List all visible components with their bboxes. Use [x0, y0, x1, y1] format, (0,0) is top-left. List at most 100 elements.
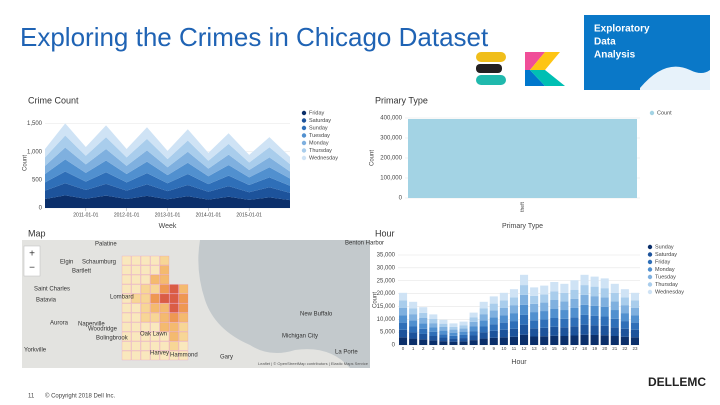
x-tick-label: 10: [501, 346, 507, 351]
heat-cell: [178, 350, 189, 361]
place-label: Benton Harbor: [345, 241, 384, 247]
legend-label: Sunday: [655, 244, 674, 250]
heat-cell: [121, 274, 132, 285]
heat-cell: [150, 341, 160, 351]
place-label: Lombard: [110, 295, 134, 301]
y-tick-label: 0: [39, 206, 43, 212]
bar-segment: [590, 296, 599, 306]
legend-dot: [301, 140, 307, 146]
heat-cell: [131, 265, 141, 275]
bar-segment: [409, 338, 418, 345]
bar-segment: [570, 289, 579, 299]
bar-segment: [429, 331, 438, 336]
place-label: Saint Charles: [34, 287, 70, 293]
heat-cell: [159, 341, 170, 351]
bar-segment: [550, 318, 559, 327]
heat-cell: [131, 322, 141, 332]
place-label: Naperville: [78, 322, 105, 328]
bar-segment: [600, 288, 609, 298]
legend-dot: [301, 155, 307, 161]
legend-dot: [301, 110, 307, 116]
y-tick-label: 400,000: [380, 116, 402, 122]
zoom-control[interactable]: [23, 245, 41, 277]
bar-segment: [419, 339, 428, 345]
zoom-in[interactable]: +: [29, 249, 35, 260]
bar-segment: [429, 327, 438, 332]
legend-dot: [301, 118, 307, 123]
bar-segment: [580, 334, 589, 345]
bar-segment: [630, 315, 639, 323]
bar-segment: [540, 302, 549, 312]
heat-cell: [150, 274, 160, 285]
heat-cell: [121, 284, 132, 294]
x-tick-label: 2013-01-01: [155, 212, 181, 218]
bar-segment: [509, 297, 518, 306]
bar-segment: [520, 294, 529, 305]
bar-segment: [439, 319, 448, 324]
bar-segment: [409, 332, 418, 339]
heat-cell: [121, 265, 132, 275]
heat-cell: [131, 350, 141, 361]
heat-cell: [178, 303, 189, 313]
x-tick-label: 0: [402, 346, 405, 351]
bar-segment: [580, 274, 589, 286]
logo-wave: [640, 66, 710, 90]
bar-segment: [449, 341, 458, 345]
area: [45, 171, 290, 193]
bar-segment: [530, 295, 539, 304]
heat-cell: [140, 284, 151, 294]
heat-cell: [169, 303, 179, 313]
x-tick-label: 1: [412, 346, 415, 351]
heat-cell: [159, 284, 170, 294]
y-tick-label: 0: [392, 343, 396, 349]
y-tick-label: 25,000: [377, 278, 396, 284]
heat-cell: [169, 350, 179, 361]
bar-segment: [459, 328, 468, 332]
bar-segment: [530, 328, 539, 337]
bar-segment: [459, 341, 468, 345]
x-tick-label: 23: [632, 346, 638, 351]
elastic-logo: [476, 52, 565, 86]
bar-segment: [630, 300, 639, 308]
bar-segment: [540, 327, 549, 337]
slide-title: Exploring the Crimes in Chicago Dataset: [20, 22, 489, 52]
bar-segment: [610, 318, 619, 328]
bar-segment: [550, 335, 559, 345]
bar-segment: [489, 296, 498, 304]
y-tick-label: 500: [32, 177, 43, 183]
bar-segment: [439, 323, 448, 327]
bar-segment: [560, 301, 569, 311]
bar-segment: [630, 329, 639, 338]
y-tick-label: 10,000: [377, 317, 396, 323]
bar-segment: [489, 337, 498, 345]
bar-segment: [520, 324, 529, 335]
area: [45, 123, 290, 165]
heat-cell: [159, 293, 170, 304]
legend-label: Friday: [655, 259, 671, 265]
bar-segment: [449, 335, 458, 339]
panel-title: Hour: [375, 228, 395, 238]
legend-dot: [647, 289, 653, 295]
bar-segment: [479, 314, 488, 321]
bar-segment: [620, 289, 629, 298]
bar-segment: [520, 304, 529, 315]
area: [45, 183, 290, 201]
bar-segment: [429, 323, 438, 328]
lake-michigan: [198, 240, 370, 368]
legend-label: Tuesday: [309, 133, 330, 139]
bar-segment: [520, 334, 529, 345]
heat-cell: [159, 312, 170, 323]
logo-text: Data: [594, 37, 616, 48]
bar-segment: [459, 325, 468, 329]
heat-cell: [121, 322, 132, 332]
place-label: Schaumburg: [82, 260, 116, 266]
heat-cell: [169, 293, 179, 304]
bar-segment: [570, 307, 579, 318]
zoom-out[interactable]: −: [29, 263, 35, 274]
bar-segment: [499, 292, 508, 301]
place-label: Palatine: [95, 242, 117, 248]
x-tick-label: 2015-01-01: [236, 212, 262, 218]
bar-segment: [580, 324, 589, 335]
bar-segment: [580, 294, 589, 305]
bar-segment: [399, 329, 408, 338]
